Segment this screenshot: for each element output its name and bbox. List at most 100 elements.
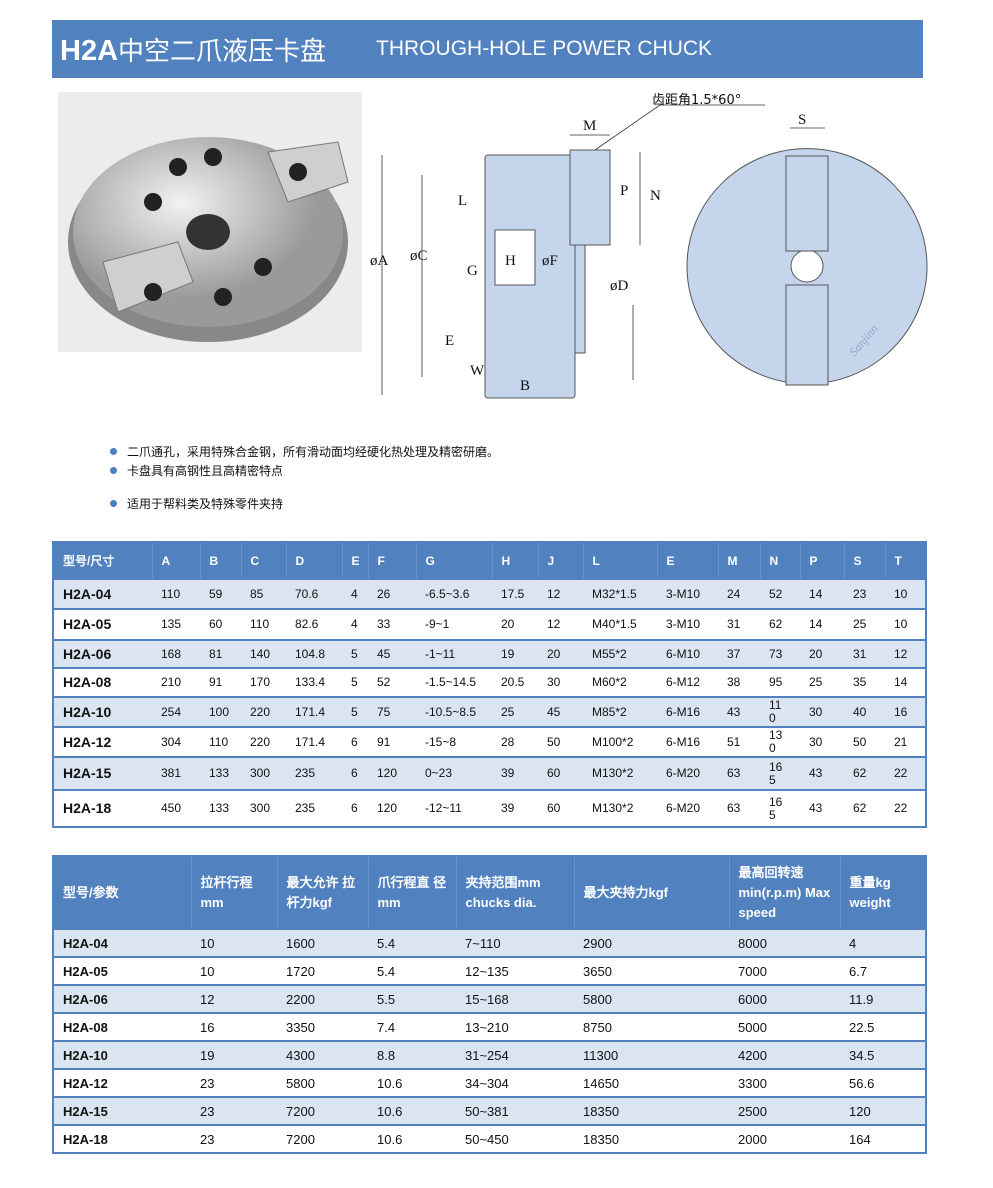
- feature-bullet: 适用于帮料类及特殊零件夹持: [110, 495, 283, 512]
- table-cell: 28: [492, 726, 538, 757]
- dim-m-label: M: [583, 118, 596, 134]
- table-row: H2A-08 210 91 170 133.4 5 52 -1.5~14.5 20.5 30 M60…: [53, 667, 926, 697]
- table-cell: 170: [241, 667, 286, 697]
- table-cell: 16 5: [760, 789, 800, 827]
- table-cell: 450: [152, 789, 200, 827]
- table-cell: 45: [538, 696, 583, 727]
- model-cell: H2A-06: [53, 639, 152, 668]
- table-cell: 133.4: [286, 667, 342, 697]
- model-cell: H2A-06: [53, 984, 191, 1013]
- table-cell: 3-M10: [657, 578, 718, 609]
- table-cell: 4: [840, 928, 926, 957]
- model-cell: H2A-04: [53, 928, 191, 957]
- table-cell: 140: [241, 639, 286, 668]
- model-cell: H2A-05: [53, 956, 191, 985]
- table-cell: 254: [152, 696, 200, 727]
- table-cell: 30: [800, 726, 844, 757]
- column-header: F: [367, 542, 416, 579]
- table-cell: 31: [718, 608, 760, 640]
- table-row: H2A-06 12 2200 5.5 15~168 5800 6000 11.9: [53, 984, 926, 1013]
- table-cell: 171.4: [286, 726, 342, 757]
- dim-f-label: øF: [542, 253, 558, 269]
- table-cell: 10: [885, 608, 926, 640]
- page-title: H2A中空二爪液压卡盘: [60, 34, 327, 67]
- table-cell: 6: [342, 726, 368, 757]
- dim-d-label: øD: [610, 278, 629, 294]
- table-cell: 5: [342, 639, 368, 668]
- table-cell: 100: [200, 696, 241, 727]
- table-cell: 10: [885, 578, 926, 609]
- table-cell: M32*1.5: [583, 578, 657, 609]
- column-header: T: [884, 542, 926, 579]
- table-cell: 18350: [574, 1124, 729, 1153]
- table-row: H2A-06 168 81 140 104.8 5 45 -1~11 19 20 M55*2 6-M1…: [53, 639, 926, 668]
- table-cell: 11300: [574, 1040, 729, 1069]
- table-cell: 110: [200, 726, 241, 757]
- table-cell: 85: [241, 578, 286, 609]
- table-cell: 35: [844, 667, 885, 697]
- table-cell: 62: [844, 789, 885, 827]
- table-cell: 14: [800, 578, 844, 609]
- table-cell: 133: [200, 756, 241, 790]
- table-cell: 31: [844, 639, 885, 668]
- table-cell: M130*2: [583, 756, 657, 790]
- bullet-text: 适用于帮料类及特殊零件夹持: [127, 497, 284, 511]
- table-cell: 3650: [574, 956, 729, 985]
- dim-s-label: S: [798, 112, 806, 128]
- model-cell: H2A-15: [53, 1096, 191, 1125]
- table-cell: 304: [152, 726, 200, 757]
- table-cell: 10: [191, 928, 277, 957]
- model-cell: H2A-10: [53, 1040, 191, 1069]
- table-cell: 5.5: [368, 984, 456, 1013]
- table-cell: 51: [718, 726, 760, 757]
- column-header: S: [843, 542, 885, 579]
- table-cell: 60: [538, 789, 583, 827]
- column-header: E: [341, 542, 368, 579]
- table-cell: 91: [200, 667, 241, 697]
- table-cell: 120: [368, 756, 416, 790]
- table-cell: -15~8: [416, 726, 492, 757]
- column-header: H: [491, 542, 538, 579]
- table-cell: M40*1.5: [583, 608, 657, 640]
- table-cell: 0~23: [416, 756, 492, 790]
- table-cell: 52: [368, 667, 416, 697]
- table-row: H2A-15 381 133 300 235 6 120 0~23 39 60 M130*2 6-M2…: [53, 756, 926, 790]
- table-cell: M55*2: [583, 639, 657, 668]
- model-cell: H2A-05: [53, 608, 152, 640]
- table-row: H2A-18 450 133 300 235 6 120 -12~11 39 60 M130*2 6-…: [53, 789, 926, 827]
- tooth-pitch-label: 齿距角1.5*60°: [652, 93, 741, 108]
- bullet-text: 二爪通孔，采用特殊合金钢，所有滑动面均经硬化热处理及精密研磨。: [127, 445, 500, 459]
- table-cell: 14650: [574, 1068, 729, 1097]
- table-cell: 16 5: [760, 756, 800, 790]
- table-cell: 12: [885, 639, 926, 668]
- table-cell: 110: [152, 578, 200, 609]
- column-header: J: [537, 542, 583, 579]
- table-cell: 50~450: [456, 1124, 574, 1153]
- table-cell: 7.4: [368, 1012, 456, 1041]
- table-cell: 7200: [277, 1096, 368, 1125]
- model-cell: H2A-04: [53, 578, 152, 609]
- table-cell: 34.5: [840, 1040, 926, 1069]
- table-cell: -1.5~14.5: [416, 667, 492, 697]
- table-cell: 23: [191, 1096, 277, 1125]
- table-cell: 40: [844, 696, 885, 727]
- table-cell: 43: [800, 789, 844, 827]
- table-cell: 164: [840, 1124, 926, 1153]
- model-cell: H2A-12: [53, 726, 152, 757]
- table-cell: -9~1: [416, 608, 492, 640]
- table-cell: 19: [191, 1040, 277, 1069]
- table-cell: 5000: [729, 1012, 840, 1041]
- table-cell: 4300: [277, 1040, 368, 1069]
- table-cell: 7~110: [456, 928, 574, 957]
- table-cell: 14: [800, 608, 844, 640]
- column-header: L: [582, 542, 657, 579]
- table-row: H2A-12 23 5800 10.6 34~304 14650 3300 56.6: [53, 1068, 926, 1097]
- table-cell: 168: [152, 639, 200, 668]
- table-cell: 133: [200, 789, 241, 827]
- table-row: H2A-04 10 1600 5.4 7~110 2900 8000 4: [53, 928, 926, 957]
- table-cell: 220: [241, 696, 286, 727]
- table-cell: 6-M20: [657, 789, 718, 827]
- table-cell: -10.5~8.5: [416, 696, 492, 727]
- table-cell: 6: [342, 756, 368, 790]
- table-row: H2A-10 254 100 220 171.4 5 75 -10.5~8.5 25 45 M85*…: [53, 696, 926, 727]
